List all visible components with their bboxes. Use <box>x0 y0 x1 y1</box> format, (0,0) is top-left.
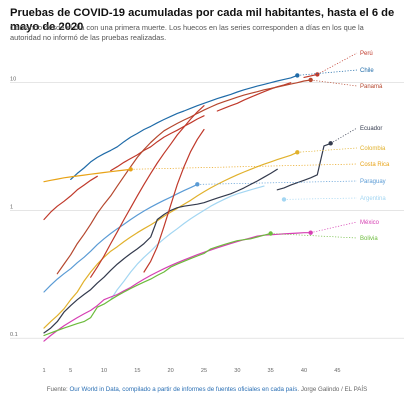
x-tick-label: 20 <box>168 368 174 374</box>
series-label: Ecuador <box>360 126 382 132</box>
series-end-dot <box>308 230 313 235</box>
leader-line <box>310 221 358 234</box>
series-line <box>276 142 332 191</box>
leader-line <box>270 233 358 239</box>
series-line <box>43 232 272 337</box>
series-line <box>43 168 132 183</box>
series-end-dot <box>295 73 300 78</box>
leader-line <box>317 52 358 75</box>
series-line <box>90 105 205 278</box>
series-end-dot <box>268 231 273 236</box>
x-tick-label: 35 <box>268 368 274 374</box>
y-tick-label: 10 <box>10 77 16 83</box>
series-line <box>43 183 198 293</box>
series-label: Perú <box>360 51 373 57</box>
leader-line <box>330 127 358 144</box>
series-end-dot <box>315 72 320 77</box>
series-label: Costa Rica <box>360 162 390 168</box>
series-end-dot <box>195 182 200 187</box>
series-line <box>110 115 205 172</box>
series-label: Bolivia <box>360 236 378 242</box>
series-end-dot <box>281 197 287 202</box>
leader-line <box>297 147 358 153</box>
series-line <box>70 74 298 180</box>
series-label: Argentina <box>360 196 386 202</box>
x-tick-label: 1 <box>42 368 45 374</box>
y-tick-label: 0.1 <box>10 332 18 338</box>
chart-title: Pruebas de COVID-19 acumuladas por cada … <box>10 7 395 33</box>
x-tick-label: 15 <box>134 368 140 374</box>
footer-credit: . Jorge Galindo / EL PAÍS <box>297 386 368 393</box>
series-line <box>43 151 298 329</box>
series-label: México <box>360 220 380 226</box>
x-tick-label: 40 <box>301 368 307 374</box>
x-tick-label: 5 <box>69 368 72 374</box>
series-label: Paraguay <box>360 179 386 185</box>
x-tick-label: 45 <box>334 368 340 374</box>
chart-footer: Fuente: Our World in Data, compilado a p… <box>0 386 414 393</box>
series-end-dot <box>295 150 300 155</box>
leader-line <box>283 197 358 200</box>
x-tick-label: 10 <box>101 368 107 374</box>
leader-line <box>130 163 358 170</box>
series-label: Panamá <box>360 84 383 90</box>
series-line <box>56 79 312 275</box>
series-line <box>43 168 278 334</box>
series-label: Colombia <box>360 146 386 152</box>
series-line <box>303 73 318 78</box>
y-tick-label: 1 <box>10 204 13 210</box>
series-line <box>43 232 312 342</box>
series-line <box>110 185 265 301</box>
series-line <box>43 175 98 221</box>
series-label: Chile <box>360 68 374 74</box>
footer-prefix: Fuente: <box>46 386 70 393</box>
series-end-dot <box>128 167 133 172</box>
series-end-dot <box>328 141 333 146</box>
series-line <box>143 128 205 273</box>
source-link[interactable]: Our World in Data, compilado a partir de… <box>69 386 298 393</box>
series-end-dot <box>308 77 313 83</box>
leader-line <box>297 69 358 76</box>
x-tick-label: 30 <box>234 368 240 374</box>
leader-line <box>310 79 358 87</box>
x-tick-label: 25 <box>201 368 207 374</box>
chart-subtitle: Contando desde el día con una primera mu… <box>10 23 364 42</box>
